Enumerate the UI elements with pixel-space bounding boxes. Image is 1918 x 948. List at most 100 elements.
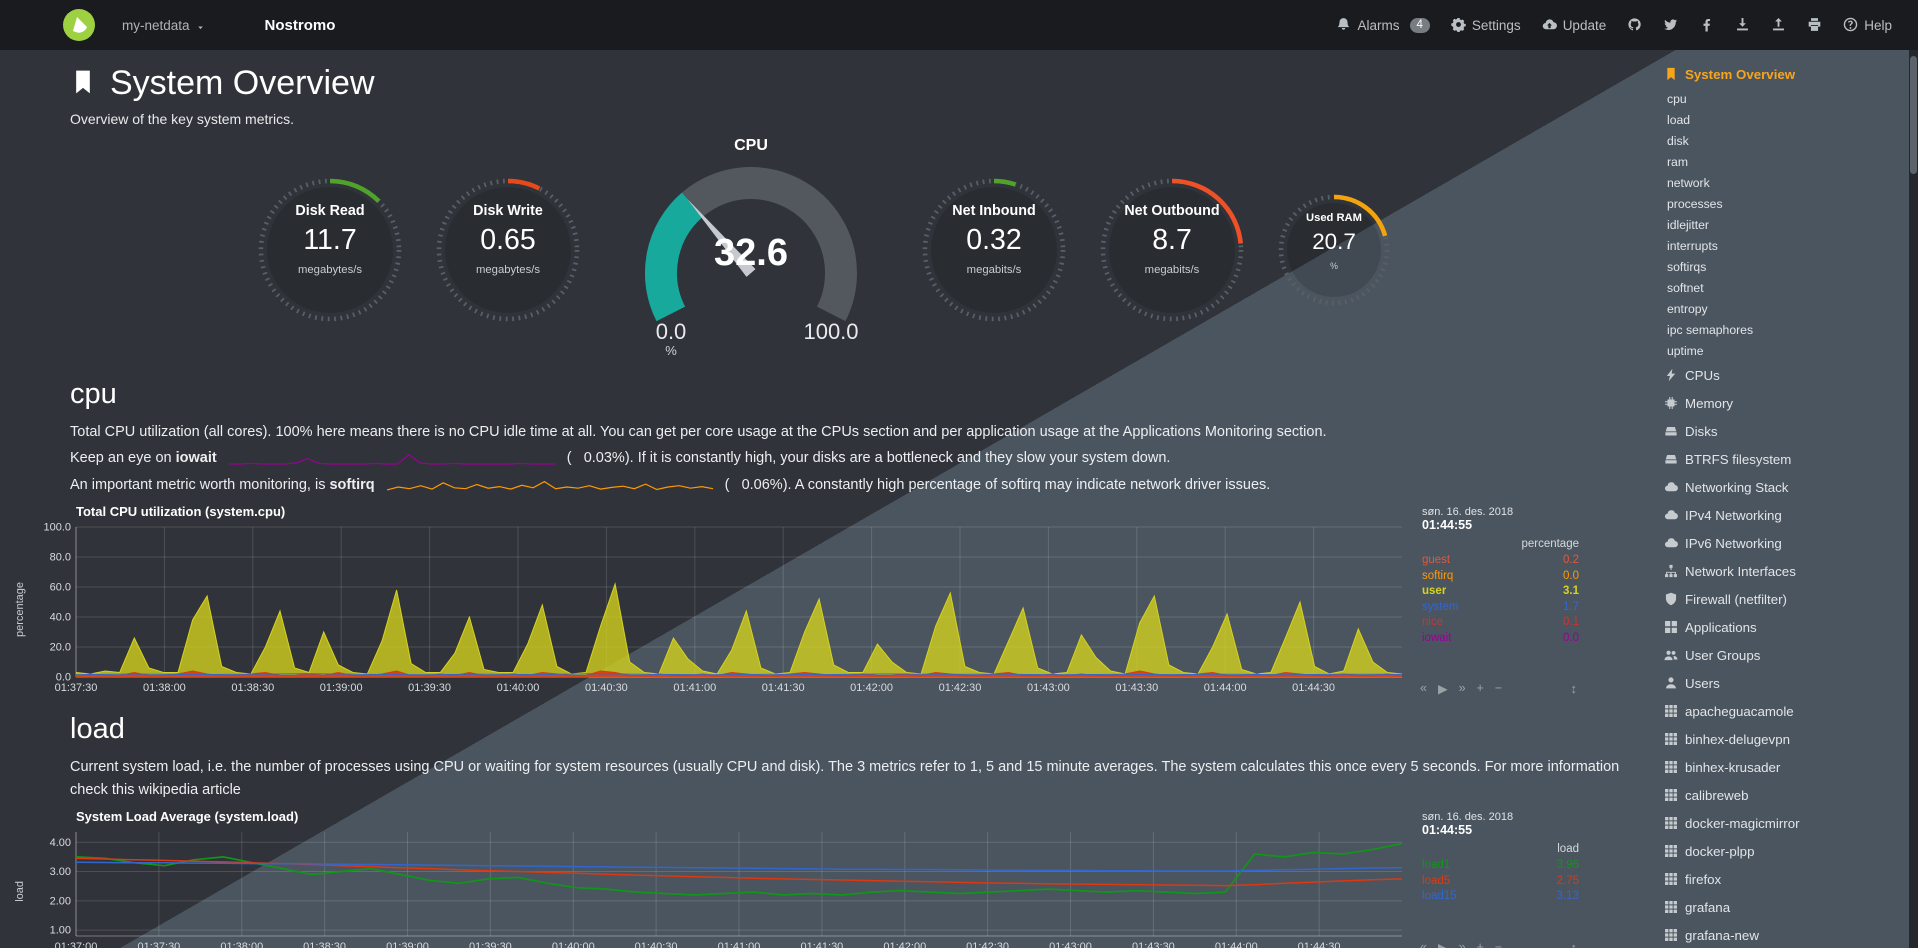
- sidebar-item-uptime[interactable]: uptime: [1664, 340, 1904, 361]
- sidebar-item-users[interactable]: Users: [1664, 669, 1904, 697]
- sidebar-item-idlejitter[interactable]: idlejitter: [1664, 214, 1904, 235]
- chart-resize-handle[interactable]: ↕: [1570, 940, 1578, 948]
- legend-system[interactable]: system 1.7: [1422, 600, 1579, 613]
- legend-load1[interactable]: load1 3.96: [1422, 859, 1579, 872]
- cpu-chart-plot[interactable]: 0.0 20.0 40.0 60.0 80.0 100.0 01:37:30 01:38:00…: [30, 521, 1410, 697]
- legend-nice[interactable]: nice 0.1: [1422, 616, 1579, 629]
- sidebar-item-label: softirqs: [1667, 259, 1707, 274]
- legend-user[interactable]: user 3.1: [1422, 585, 1579, 598]
- sidebar-item-applications[interactable]: Applications: [1664, 613, 1904, 641]
- chart-pan-backward-button[interactable]: «: [1420, 681, 1427, 696]
- chart-pan-forward-button[interactable]: »: [1458, 940, 1466, 948]
- sidebar-item-ipc-semaphores[interactable]: ipc semaphores: [1664, 319, 1904, 340]
- chart-zoom-out-button[interactable]: −: [1494, 940, 1503, 948]
- nav-github[interactable]: [1627, 17, 1642, 33]
- sidebar-item-binhex-krusader[interactable]: binhex-krusader: [1664, 753, 1904, 781]
- chart-zoom-in-button[interactable]: +: [1476, 940, 1484, 948]
- page-scrollbar[interactable]: [1909, 50, 1918, 948]
- sidebar-item-grafana-new[interactable]: grafana-new: [1664, 921, 1904, 948]
- sidebar-item-btrfs-filesystem[interactable]: BTRFS filesystem: [1664, 445, 1904, 473]
- nav-facebook[interactable]: [1699, 17, 1714, 33]
- section-cpu: cpu Total CPU utilization (all cores). 1…: [14, 378, 1655, 697]
- load-chart-plot[interactable]: 1.00 2.00 3.00 4.00 01:37:00 01:37:30 01:38:00…: [30, 826, 1410, 948]
- sidebar-item-interrupts[interactable]: interrupts: [1664, 235, 1904, 256]
- svg-text:40.0: 40.0: [50, 612, 71, 624]
- cpu-description: Total CPU utilization (all cores). 100% …: [70, 424, 1327, 440]
- sidebar-item-docker-plpp[interactable]: docker-plpp: [1664, 837, 1904, 865]
- chart-zoom-in-button[interactable]: +: [1476, 681, 1484, 696]
- bookmark-icon: [70, 69, 96, 98]
- sidebar-item-softnet[interactable]: softnet: [1664, 277, 1904, 298]
- sidebar-item-softirqs[interactable]: softirqs: [1664, 256, 1904, 277]
- nav-alarms[interactable]: Alarms 4: [1336, 17, 1430, 33]
- chart-play-button[interactable]: ▶: [1437, 682, 1448, 697]
- svg-text:01:42:00: 01:42:00: [850, 682, 893, 694]
- sidebar-item-label: firefox: [1685, 871, 1722, 887]
- gauge-used-ram[interactable]: Used RAM 20.7 %: [1275, 191, 1393, 309]
- nav-update[interactable]: Update: [1542, 17, 1606, 33]
- gauge-disk-write[interactable]: Disk Write 0.65 megabytes/s: [433, 175, 583, 325]
- nav-print[interactable]: [1807, 17, 1822, 33]
- sidebar-item-ipv6-networking[interactable]: IPv6 Networking: [1664, 529, 1904, 557]
- chart-zoom-out-button[interactable]: −: [1494, 681, 1503, 696]
- nav-import-snapshot[interactable]: [1771, 17, 1786, 33]
- upload-icon: [1771, 17, 1786, 33]
- chip-icon: [1664, 396, 1678, 410]
- sidebar-item-apacheguacamole[interactable]: apacheguacamole: [1664, 697, 1904, 725]
- sidebar-item-label: Users: [1685, 675, 1720, 691]
- sidebar-item-disks[interactable]: Disks: [1664, 417, 1904, 445]
- sidebar-item-cpus[interactable]: CPUs: [1664, 361, 1904, 389]
- gauge-disk-read[interactable]: Disk Read 11.7 megabytes/s: [255, 175, 405, 325]
- scrollbar-thumb[interactable]: [1910, 56, 1917, 174]
- gauge-net-inbound[interactable]: Net Inbound 0.32 megabits/s: [919, 175, 1069, 325]
- sidebar-item-grafana[interactable]: grafana: [1664, 893, 1904, 921]
- cpu-chart-ylabel: percentage: [14, 581, 26, 637]
- chart-pan-forward-button[interactable]: »: [1458, 681, 1466, 696]
- legend-guest[interactable]: guest 0.2: [1422, 554, 1579, 567]
- legend-load15[interactable]: load15 3.13: [1422, 890, 1579, 903]
- sidebar-item-binhex-delugevpn[interactable]: binhex-delugevpn: [1664, 725, 1904, 753]
- sidebar-item-firefox[interactable]: firefox: [1664, 865, 1904, 893]
- sidebar-item-networking-stack[interactable]: Networking Stack: [1664, 473, 1904, 501]
- svg-text:01:42:30: 01:42:30: [939, 682, 982, 694]
- legend-softirq[interactable]: softirq 0.0: [1422, 569, 1579, 582]
- sidebar-item-ipv4-networking[interactable]: IPv4 Networking: [1664, 501, 1904, 529]
- load-chart[interactable]: System Load Average (system.load) load 1…: [14, 809, 1655, 948]
- sidebar-item-network-interfaces[interactable]: Network Interfaces: [1664, 557, 1904, 585]
- sidebar-item-processes[interactable]: processes: [1664, 193, 1904, 214]
- legend-iowait[interactable]: iowait 0.0: [1422, 631, 1579, 644]
- sidebar-item-firewall-netfilter[interactable]: Firewall (netfilter): [1664, 585, 1904, 613]
- nav-settings[interactable]: Settings: [1451, 17, 1521, 33]
- sidebar-item-disk[interactable]: disk: [1664, 130, 1904, 151]
- svg-text:01:44:00: 01:44:00: [1204, 682, 1247, 694]
- sidebar-item-entropy[interactable]: entropy: [1664, 298, 1904, 319]
- my-netdata-menu[interactable]: my-netdata: [122, 18, 205, 33]
- sidebar-item-label: Memory: [1685, 395, 1734, 411]
- th-icon: [1664, 928, 1678, 942]
- netdata-logo[interactable]: [62, 8, 96, 42]
- chart-resize-handle[interactable]: ↕: [1570, 681, 1578, 697]
- wikipedia-link[interactable]: wikipedia article: [138, 781, 241, 798]
- sidebar-item-system-overview[interactable]: System Overview: [1664, 60, 1904, 88]
- gauge-net-outbound[interactable]: Net Outbound 8.7 megabits/s: [1097, 175, 1247, 325]
- sidebar-item-label: Firewall (netfilter): [1685, 591, 1787, 607]
- sidebar-item-cpu[interactable]: cpu: [1664, 88, 1904, 109]
- sidebar-item-memory[interactable]: Memory: [1664, 389, 1904, 417]
- chart-pan-backward-button[interactable]: «: [1420, 940, 1427, 948]
- chart-play-button[interactable]: ▶: [1438, 940, 1448, 948]
- gauge-min: 0.0: [656, 319, 687, 344]
- sidebar-item-calibreweb[interactable]: calibreweb: [1664, 781, 1904, 809]
- sidebar-item-load[interactable]: load: [1664, 109, 1904, 130]
- sidebar-item-network[interactable]: network: [1664, 172, 1904, 193]
- sidebar-item-docker-magicmirror[interactable]: docker-magicmirror: [1664, 809, 1904, 837]
- nav-help[interactable]: Help: [1843, 17, 1892, 33]
- nav-twitter[interactable]: [1663, 17, 1678, 33]
- cpu-chart[interactable]: Total CPU utilization (system.cpu) perce…: [14, 504, 1655, 697]
- section-heading-load: load: [70, 713, 125, 746]
- gauge-cpu[interactable]: CPU 32.6 0.0 100.0 %: [611, 137, 891, 362]
- sidebar-item-ram[interactable]: ram: [1664, 151, 1904, 172]
- legend-load5[interactable]: load5 2.75: [1422, 874, 1579, 887]
- nav-export-snapshot[interactable]: [1735, 17, 1750, 33]
- load-description: Current system load, i.e. the number of …: [70, 756, 1630, 801]
- sidebar-item-user-groups[interactable]: User Groups: [1664, 641, 1904, 669]
